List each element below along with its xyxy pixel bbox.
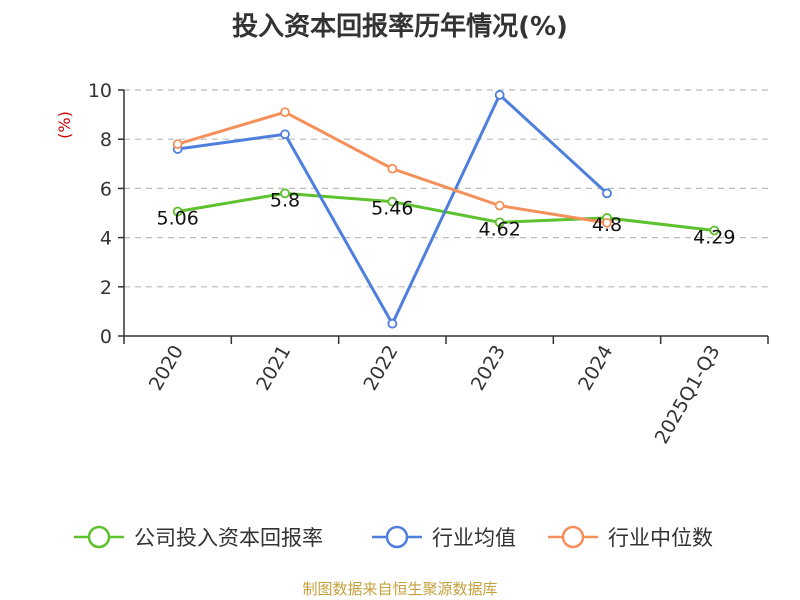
series-lines: [172, 90, 720, 329]
data-point: [709, 225, 720, 236]
data-point: [172, 139, 183, 150]
x-tick-label: 2024: [574, 342, 617, 395]
axes: 0 2 4 6 8 10 2020 2021 2022 2023 2024 2025Q1-Q3 (%): [55, 80, 769, 448]
data-point: [494, 200, 505, 211]
x-tick-label: 2021: [252, 342, 295, 395]
chart-title: 投入资本回报率历年情况(%): [232, 12, 568, 42]
y-tick-label: 0: [100, 326, 112, 348]
data-label: 5.8: [270, 189, 300, 211]
y-axis-label: (%): [55, 111, 74, 139]
legend-item-label: 公司投入资本回报率: [134, 526, 323, 550]
data-label: 5.06: [157, 208, 199, 230]
data-point: [602, 188, 612, 199]
legend-marker: [87, 525, 111, 549]
data-point: [387, 163, 398, 174]
x-tick-label: 2022: [359, 342, 402, 395]
x-tick-label: 2023: [467, 341, 510, 394]
data-label: 5.46: [371, 198, 413, 220]
data-point: [280, 129, 290, 140]
x-tick-label: 2025Q1-Q3: [651, 342, 725, 448]
source-note: 制图数据来自恒生聚源数据库: [302, 580, 498, 598]
data-point: [494, 217, 505, 228]
y-tick-label: 4: [100, 228, 112, 250]
legend-item-label: 行业中位数: [608, 526, 713, 550]
data-point: [387, 318, 398, 329]
data-point: [602, 217, 612, 228]
data-point: [172, 206, 183, 217]
y-tick-label: 10: [88, 80, 112, 102]
data-point: [280, 107, 290, 118]
data-point: [494, 90, 505, 100]
y-tick-label: 8: [100, 129, 112, 151]
data-label: 4.8: [592, 214, 622, 236]
legend-marker: [561, 525, 585, 549]
data-label: 4.29: [693, 226, 735, 248]
x-tick-label: 2020: [145, 342, 188, 395]
data-labels: 5.06 5.8 5.46 4.62 4.8 4.29: [157, 189, 736, 248]
y-tick-label: 2: [100, 277, 112, 299]
legend-marker: [385, 525, 409, 549]
legend-item-label: 行业均值: [432, 526, 516, 550]
data-point: [280, 188, 290, 199]
legend: 公司投入资本回报率 行业均值 行业中位数: [74, 525, 713, 550]
data-point: [387, 196, 398, 207]
y-tick-label: 6: [100, 178, 112, 200]
data-label: 4.62: [479, 218, 521, 240]
